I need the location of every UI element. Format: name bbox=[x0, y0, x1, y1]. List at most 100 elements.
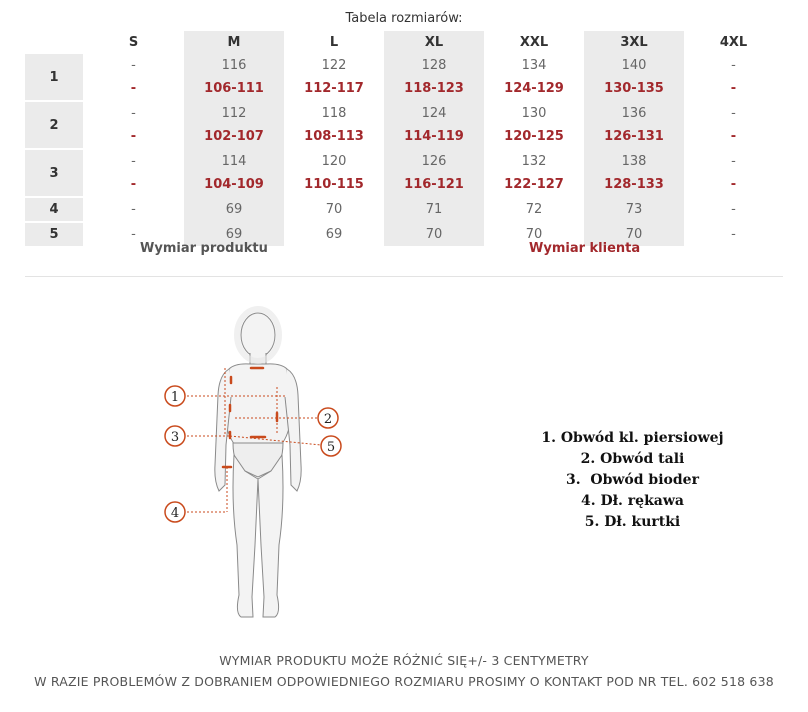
product-cell: - bbox=[131, 227, 136, 242]
client-cell: - bbox=[130, 81, 137, 96]
client-cell: 106-111 bbox=[184, 77, 284, 100]
product-cell: 116 bbox=[184, 54, 284, 77]
svg-text:3: 3 bbox=[171, 430, 179, 445]
product-cell: 70 bbox=[325, 202, 343, 217]
product-cell: 128 bbox=[384, 54, 484, 77]
legend-product-measure: Wymiar produktu bbox=[140, 241, 268, 256]
client-cell: 112-117 bbox=[304, 81, 364, 96]
product-cell: 120 bbox=[321, 154, 347, 169]
client-cell: 130-135 bbox=[584, 77, 684, 100]
client-cell: - bbox=[730, 129, 737, 144]
product-cell: 118 bbox=[321, 106, 347, 121]
client-cell: 108-113 bbox=[304, 129, 364, 144]
client-cell: 104-109 bbox=[184, 173, 284, 196]
product-cell: 70 bbox=[584, 223, 684, 246]
body-measurement-figure: 1 2 3 4 5 bbox=[164, 306, 342, 618]
contact-note: W RAZIE PROBLEMÓW Z DOBRANIEM ODPOWIEDNI… bbox=[34, 674, 774, 689]
table-row: 2 - 112 118 124 130 136 - bbox=[25, 102, 783, 148]
product-cell: 136 bbox=[584, 102, 684, 125]
product-cell: - bbox=[731, 154, 736, 169]
product-cell: - bbox=[731, 227, 736, 242]
product-cell: - bbox=[131, 58, 136, 73]
size-header: XL bbox=[384, 31, 484, 54]
table-row: 3 - 114 120 126 132 138 - bbox=[25, 150, 783, 196]
product-cell: 134 bbox=[521, 58, 547, 73]
product-cell: - bbox=[731, 58, 736, 73]
measurement-item: 2. Obwód tali bbox=[580, 451, 685, 467]
size-header: XXL bbox=[519, 35, 549, 50]
measurement-item: 5. Dł. kurtki bbox=[584, 514, 681, 530]
product-cell: 69 bbox=[184, 198, 284, 221]
size-header: 4XL bbox=[719, 35, 748, 50]
product-cell: - bbox=[731, 106, 736, 121]
client-cell: - bbox=[130, 129, 137, 144]
corner-cell bbox=[25, 31, 83, 54]
row-label: 4 bbox=[25, 198, 83, 221]
size-table-title: Tabela rozmiarów: bbox=[345, 11, 463, 26]
measurement-item: 4. Dł. rękawa bbox=[581, 493, 684, 509]
svg-text:1: 1 bbox=[171, 390, 179, 405]
size-header-row: S M L XL XXL 3XL 4XL bbox=[25, 31, 783, 54]
product-cell: 140 bbox=[584, 54, 684, 77]
client-cell: 124-129 bbox=[504, 81, 564, 96]
product-cell: - bbox=[731, 202, 736, 217]
row-label: 2 bbox=[25, 102, 83, 148]
client-cell: 114-119 bbox=[384, 125, 484, 148]
size-header: L bbox=[329, 35, 339, 50]
size-header: M bbox=[184, 31, 284, 54]
marker-1: 1 bbox=[164, 385, 186, 407]
product-cell: 114 bbox=[184, 150, 284, 173]
product-cell: - bbox=[131, 202, 136, 217]
svg-text:2: 2 bbox=[324, 412, 332, 427]
legend-client-measure: Wymiar klienta bbox=[529, 241, 641, 256]
table-row: - 104-109 110-115 116-121 122-127 128-13… bbox=[25, 173, 783, 196]
row-label: 5 bbox=[25, 223, 83, 246]
marker-4: 4 bbox=[164, 501, 186, 523]
row-label: 1 bbox=[25, 54, 83, 100]
client-cell: - bbox=[730, 177, 737, 192]
product-cell: - bbox=[131, 106, 136, 121]
client-cell: 116-121 bbox=[384, 173, 484, 196]
product-cell: 126 bbox=[384, 150, 484, 173]
divider bbox=[25, 276, 783, 277]
svg-text:4: 4 bbox=[171, 506, 179, 521]
client-cell: 110-115 bbox=[304, 177, 364, 192]
svg-text:5: 5 bbox=[327, 440, 335, 455]
client-cell: - bbox=[130, 177, 137, 192]
client-cell: 120-125 bbox=[504, 129, 564, 144]
product-cell: 69 bbox=[184, 223, 284, 246]
product-cell: 70 bbox=[384, 223, 484, 246]
marker-3: 3 bbox=[164, 425, 186, 447]
row-label: 3 bbox=[25, 150, 83, 196]
client-cell: 102-107 bbox=[184, 125, 284, 148]
client-cell: 118-123 bbox=[384, 77, 484, 100]
product-cell: 124 bbox=[384, 102, 484, 125]
product-cell: 72 bbox=[525, 202, 543, 217]
human-silhouette bbox=[214, 312, 302, 618]
table-row: 1 - 116 122 128 134 140 - bbox=[25, 54, 783, 100]
product-cell: 70 bbox=[525, 227, 543, 242]
product-cell: 69 bbox=[325, 227, 343, 242]
measurement-item: 1. Obwód kl. piersiowej bbox=[541, 430, 724, 446]
table-row: 4 - 69 70 71 72 73 - bbox=[25, 198, 783, 221]
product-cell: 112 bbox=[184, 102, 284, 125]
product-cell: 71 bbox=[384, 198, 484, 221]
measurement-item: 3. Obwód bioder bbox=[566, 472, 699, 488]
table-row: - 102-107 108-113 114-119 120-125 126-13… bbox=[25, 125, 783, 148]
product-cell: 130 bbox=[521, 106, 547, 121]
client-cell: 122-127 bbox=[504, 177, 564, 192]
marker-2: 2 bbox=[317, 407, 339, 429]
size-header: 3XL bbox=[584, 31, 684, 54]
product-cell: 73 bbox=[584, 198, 684, 221]
product-cell: 138 bbox=[584, 150, 684, 173]
measurement-ticks bbox=[221, 366, 279, 469]
client-cell: 126-131 bbox=[584, 125, 684, 148]
table-row: 5 - 69 69 70 70 70 - bbox=[25, 223, 783, 246]
measurement-legend: 1. Obwód kl. piersiowej 2. Obwód tali 3.… bbox=[520, 428, 745, 533]
product-cell: - bbox=[131, 154, 136, 169]
size-table: S M L XL XXL 3XL 4XL 1 - 116 122 128 134… bbox=[25, 31, 783, 246]
size-header: S bbox=[128, 35, 139, 50]
marker-5: 5 bbox=[320, 435, 342, 457]
table-row: - 106-111 112-117 118-123 124-129 130-13… bbox=[25, 77, 783, 100]
product-cell: 122 bbox=[321, 58, 347, 73]
